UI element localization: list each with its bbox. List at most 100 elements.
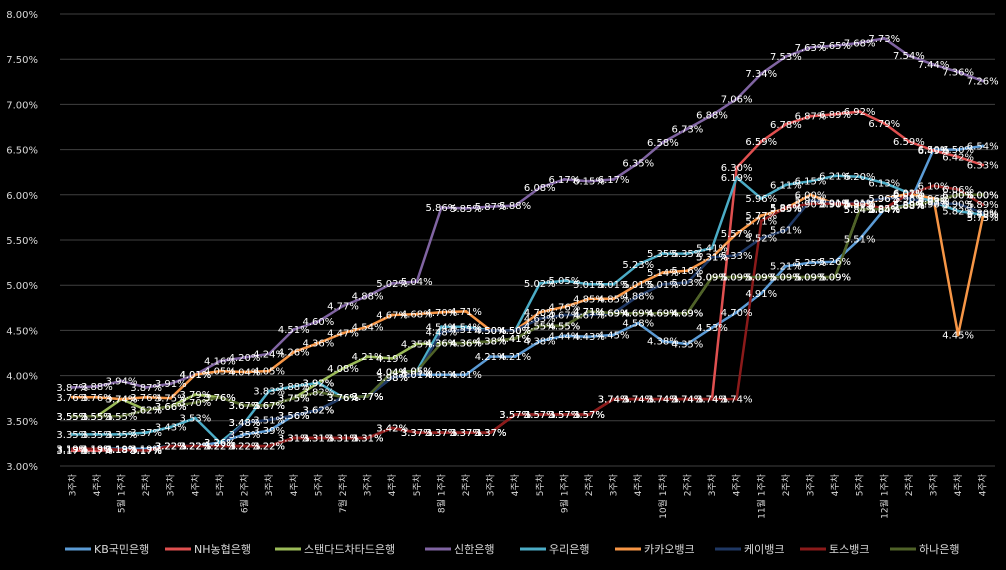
data-label: 5.90% <box>844 199 876 210</box>
data-label: 3.62% <box>302 405 334 416</box>
y-tick-label: 6.00% <box>6 191 38 202</box>
x-tick-label: 3주차 <box>608 473 620 496</box>
data-label: 3.74% <box>721 395 753 406</box>
data-label: 3.76% <box>130 393 162 404</box>
data-label: 3.74% <box>696 395 728 406</box>
data-label: 4.70% <box>721 308 753 319</box>
data-point <box>292 350 296 354</box>
data-point <box>956 193 960 197</box>
data-label: 4.36% <box>450 339 482 350</box>
data-point <box>267 369 271 373</box>
data-point <box>316 341 320 345</box>
data-label: 3.22% <box>229 442 261 453</box>
data-label: 4.24% <box>253 349 285 360</box>
data-point <box>513 328 517 332</box>
y-tick-label: 5.50% <box>6 236 38 247</box>
data-point <box>538 412 542 416</box>
data-label: 3.76% <box>327 393 359 404</box>
data-label: 5.89% <box>844 200 876 211</box>
data-point <box>981 193 985 197</box>
data-label: 3.74% <box>647 395 679 406</box>
data-label: 6.15% <box>573 177 605 188</box>
x-tick-label: 3주차 <box>362 473 374 496</box>
data-point <box>95 395 99 399</box>
data-label: 5.80% <box>967 208 999 219</box>
data-label: 5.90% <box>819 199 851 210</box>
x-tick-label: 10월 1주차 <box>657 473 669 519</box>
data-label: 6.11% <box>770 180 802 191</box>
data-label: 3.37% <box>450 428 482 439</box>
data-point <box>464 373 468 377</box>
data-label: 3.37% <box>130 428 162 439</box>
legend-label: 하나은행 <box>919 542 959 556</box>
data-label: 3.19% <box>81 444 113 455</box>
data-label: 5.84% <box>844 205 876 216</box>
data-point <box>70 395 74 399</box>
data-label: 4.67% <box>573 311 605 322</box>
data-point <box>981 203 985 207</box>
data-point <box>931 184 935 188</box>
x-tick-label: 4주차 <box>731 473 743 496</box>
data-point <box>562 324 566 328</box>
data-label: 6.20% <box>844 172 876 183</box>
data-point <box>464 325 468 329</box>
data-point <box>218 395 222 399</box>
y-tick-label: 7.00% <box>6 100 38 111</box>
data-label: 3.76% <box>56 393 88 404</box>
data-label: 6.92% <box>844 107 876 118</box>
data-label: 4.45% <box>598 330 630 341</box>
data-label: 3.37% <box>425 428 457 439</box>
data-point <box>833 275 837 279</box>
data-label: 5.16% <box>672 266 704 277</box>
data-label: 3.57% <box>573 410 605 421</box>
data-point <box>562 305 566 309</box>
data-point <box>759 275 763 279</box>
data-label: 3.18% <box>106 445 138 456</box>
data-label: 4.36% <box>425 339 457 350</box>
data-label: 5.71% <box>745 217 777 228</box>
data-label: 6.30% <box>721 163 753 174</box>
data-point <box>415 373 419 377</box>
data-label: 5.09% <box>721 273 753 284</box>
data-label: 3.76% <box>204 393 236 404</box>
data-point <box>710 255 714 259</box>
data-point <box>907 192 911 196</box>
data-point <box>636 321 640 325</box>
data-label: 3.22% <box>179 442 211 453</box>
x-tick-label: 3주차 <box>263 473 275 496</box>
data-label: 6.08% <box>524 183 556 194</box>
data-label: 4.71% <box>573 307 605 318</box>
data-label: 4.71% <box>573 307 605 318</box>
data-point <box>808 179 812 183</box>
data-point <box>562 334 566 338</box>
data-label: 3.35% <box>56 430 88 441</box>
data-point <box>612 282 616 286</box>
data-label: 3.67% <box>253 401 285 412</box>
legend: KB국민은행 NH농협은행 스탠다드차타드은행 신한은행 우리은행 카카오뱅크 케이뱅크 토스… <box>65 542 959 556</box>
data-label: 5.21% <box>770 262 802 273</box>
data-label: 4.21% <box>475 352 507 363</box>
data-label: 4.05% <box>204 367 236 378</box>
data-label: 4.01% <box>401 370 433 381</box>
data-label: 3.57% <box>573 410 605 421</box>
data-point <box>956 155 960 159</box>
x-tick-label: 5월 1주차 <box>116 473 128 513</box>
data-label: 7.54% <box>893 51 925 62</box>
data-label: 4.21% <box>499 352 531 363</box>
data-label: 4.38% <box>475 337 507 348</box>
data-label: 3.82% <box>302 387 334 398</box>
data-label: 3.76% <box>204 393 236 404</box>
data-label: 3.48% <box>229 418 261 429</box>
data-label: 5.90% <box>795 199 827 210</box>
data-point <box>636 161 640 165</box>
data-label: 3.17% <box>130 446 162 457</box>
data-point <box>612 311 616 315</box>
data-label: 4.38% <box>524 337 556 348</box>
data-point <box>193 444 197 448</box>
data-point <box>833 260 837 264</box>
data-label: 4.16% <box>204 357 236 368</box>
data-point <box>439 341 443 345</box>
data-point <box>489 205 493 209</box>
data-label: 4.76% <box>549 302 581 313</box>
data-label: 3.26% <box>204 438 236 449</box>
